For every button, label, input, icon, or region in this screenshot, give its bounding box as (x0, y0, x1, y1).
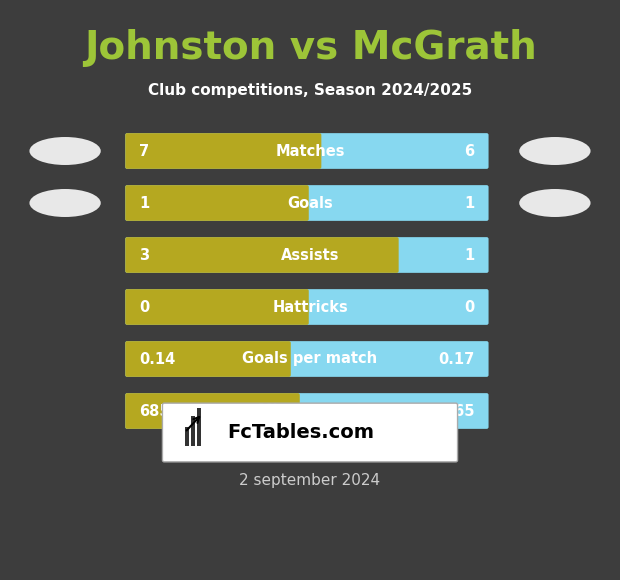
Ellipse shape (520, 137, 590, 165)
FancyBboxPatch shape (125, 237, 489, 273)
Text: Assists: Assists (281, 248, 339, 263)
Text: 0.17: 0.17 (438, 351, 475, 367)
Text: 6: 6 (464, 143, 475, 158)
Text: 3: 3 (139, 248, 149, 263)
Text: 1: 1 (464, 195, 475, 211)
Text: Matches: Matches (275, 143, 345, 158)
FancyBboxPatch shape (125, 133, 321, 169)
FancyBboxPatch shape (125, 393, 300, 429)
Ellipse shape (520, 189, 590, 217)
FancyBboxPatch shape (125, 133, 489, 169)
FancyBboxPatch shape (125, 341, 291, 377)
Ellipse shape (29, 137, 100, 165)
FancyBboxPatch shape (125, 237, 399, 273)
Text: Goals per match: Goals per match (242, 351, 378, 367)
Text: FcTables.com: FcTables.com (227, 423, 374, 442)
Text: 1: 1 (139, 195, 149, 211)
Text: 2 september 2024: 2 september 2024 (239, 473, 381, 488)
Ellipse shape (29, 189, 100, 217)
FancyBboxPatch shape (125, 289, 309, 325)
Text: 0: 0 (139, 299, 149, 314)
FancyBboxPatch shape (162, 403, 458, 462)
FancyBboxPatch shape (185, 427, 188, 446)
Text: 0: 0 (464, 299, 475, 314)
FancyBboxPatch shape (125, 185, 489, 221)
Text: 0.14: 0.14 (139, 351, 175, 367)
Text: Club competitions, Season 2024/2025: Club competitions, Season 2024/2025 (148, 82, 472, 97)
Text: 1: 1 (464, 248, 475, 263)
FancyBboxPatch shape (125, 393, 489, 429)
Text: Hattricks: Hattricks (272, 299, 348, 314)
FancyBboxPatch shape (125, 185, 309, 221)
FancyBboxPatch shape (197, 408, 201, 446)
FancyBboxPatch shape (125, 341, 489, 377)
Text: 7: 7 (139, 143, 149, 158)
Text: Goals: Goals (287, 195, 333, 211)
Text: Johnston vs McGrath: Johnston vs McGrath (84, 29, 536, 67)
Text: 765: 765 (444, 404, 475, 419)
FancyBboxPatch shape (125, 289, 489, 325)
Text: 685: 685 (139, 404, 170, 419)
Text: Min per goal: Min per goal (259, 404, 361, 419)
FancyBboxPatch shape (191, 416, 195, 446)
